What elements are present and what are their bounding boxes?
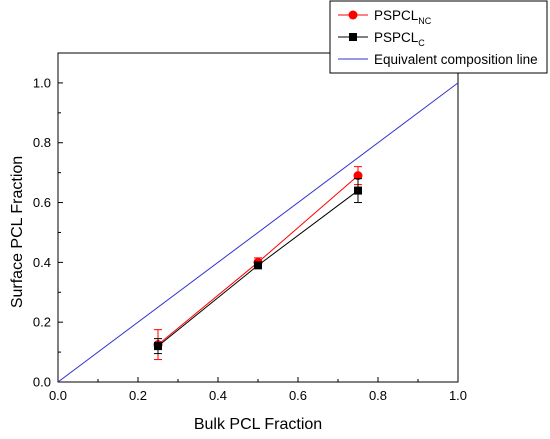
series-2 [57, 82, 459, 383]
legend-label: Equivalent composition line [374, 52, 538, 67]
legend-label: PSPCLNC [374, 8, 432, 26]
data-point [254, 261, 262, 270]
x-axis-ticks: 0.0 0.2 0.4 0.6 0.8 1.0 [49, 377, 467, 403]
y-tick-label: 1.0 [33, 75, 51, 90]
legend-label: PSPCLC [374, 30, 425, 48]
legend-item-2: Equivalent composition line [338, 52, 538, 67]
plot-frame [57, 52, 459, 383]
y-tick-label: 0.2 [33, 315, 51, 330]
x-axis-title: Bulk PCL Fraction [194, 416, 322, 433]
x-tick-label: 0.4 [209, 388, 227, 403]
legend-marker [349, 33, 357, 41]
x-tick-label: 0.6 [289, 388, 307, 403]
legend-item-1: PSPCLC [338, 30, 425, 48]
x-tick-label: 1.0 [449, 388, 467, 403]
x-tick-label: 0.0 [49, 388, 67, 403]
x-tick-label: 0.2 [129, 388, 147, 403]
data-point [353, 171, 363, 181]
legend-label-subscript: C [418, 38, 425, 48]
legend: PSPCLNC PSPCLC Equivalent composition line [329, 0, 548, 74]
legend-label-subscript: NC [418, 16, 431, 26]
legend-marker [348, 10, 358, 20]
series-layer [57, 82, 459, 383]
y-tick-label: 0.8 [33, 135, 51, 150]
y-axis-title: Surface PCL Fraction [9, 156, 26, 308]
y-tick-label: 0.6 [33, 195, 51, 210]
data-point [354, 186, 362, 195]
x-tick-label: 0.8 [369, 388, 387, 403]
plot-area-border [57, 52, 459, 383]
y-tick-label: 0.0 [33, 375, 51, 390]
legend-item-0: PSPCLNC [338, 8, 432, 26]
y-tick-label: 0.4 [33, 255, 51, 270]
data-point [154, 342, 162, 351]
series-line [57, 82, 459, 383]
series-1 [154, 178, 362, 355]
y-axis-ticks: 0.0 0.2 0.4 0.6 0.8 1.0 [33, 52, 63, 390]
